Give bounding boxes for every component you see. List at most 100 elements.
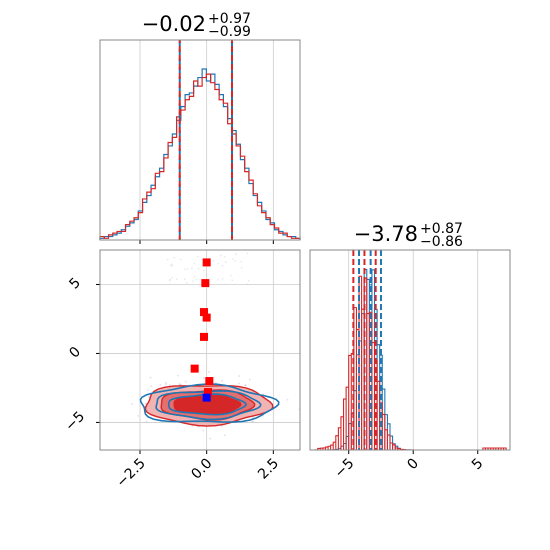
- scatter-dot: [191, 267, 193, 270]
- scatter-dot: [209, 437, 211, 440]
- contour-bottom-left: −2.5 0.0 2.5 −5 0 5: [62, 250, 300, 491]
- title-top-left-median: −0.02: [142, 12, 206, 36]
- scatter-dot: [149, 376, 152, 379]
- scatter-dot: [193, 262, 196, 265]
- scatter-dot: [244, 384, 247, 387]
- scatter-dot: [147, 395, 150, 398]
- scatter-dot: [203, 269, 205, 272]
- scatter-dot: [179, 258, 182, 261]
- blue-contour-middle: [155, 390, 262, 421]
- scatter-dot: [244, 384, 247, 386]
- scatter-dot: [195, 278, 198, 281]
- tick-label-y-2: 5: [66, 275, 84, 293]
- scatter-dot: [252, 420, 255, 423]
- scatter-dot: [165, 383, 168, 386]
- scatter-dot: [176, 374, 179, 377]
- scatter-dot: [186, 268, 189, 270]
- scatter-dot: [175, 278, 178, 280]
- scatter-dot: [221, 278, 224, 280]
- scatter-dot: [217, 262, 220, 265]
- scatter-dot: [178, 383, 180, 386]
- hist-series-red: [310, 275, 510, 451]
- tick-label-y-0: −5: [62, 409, 88, 435]
- scatter-dot: [137, 415, 140, 417]
- hist-top-left: −0.02 +0.97−0.99: [99, 11, 301, 244]
- blue-contour-inner: [168, 393, 247, 416]
- tick-label-x-0: −5: [332, 456, 358, 482]
- tick-label-x-1: 0: [404, 456, 422, 474]
- scatter-dot: [247, 280, 250, 282]
- scatter-dot: [238, 382, 240, 385]
- scatter-dot: [248, 378, 251, 381]
- red-marker-6: [205, 377, 214, 386]
- tick-label-x-0: −2.5: [113, 456, 148, 491]
- contour-inner: [83, 250, 300, 450]
- blue-contour-outer: [139, 383, 280, 423]
- scatter-dot: [251, 420, 254, 423]
- scatter-dot: [169, 278, 171, 281]
- scatter-dot: [150, 385, 153, 388]
- scatter-dot: [168, 384, 171, 387]
- scatter-dot: [191, 425, 194, 427]
- scatter-dot: [224, 256, 226, 258]
- scatter-dot: [234, 259, 237, 262]
- contour-bottom-left-frame: [99, 249, 301, 451]
- scatter-dot: [146, 389, 149, 392]
- red-marker-7: [204, 388, 212, 397]
- tick-label-x-2: 2.5: [255, 456, 282, 483]
- hist-series-0: [99, 68, 301, 240]
- hist-bottom-right: −5 0 5 −3.78 +0.87−0.86: [310, 221, 510, 481]
- hist-top-left-frame: [99, 39, 301, 241]
- scatter-dot: [192, 280, 194, 282]
- title-top-left-minus: −0.99: [208, 24, 251, 40]
- scatter-dot: [179, 383, 182, 386]
- scatter-dot: [88, 400, 90, 402]
- red-marker-2: [202, 313, 211, 322]
- scatter-dot: [286, 398, 289, 401]
- scatter-dot: [221, 264, 224, 267]
- scatter-dot: [240, 260, 243, 263]
- red-marker-0: [202, 258, 211, 267]
- scatter-dot: [202, 377, 205, 379]
- scatter-dot: [159, 383, 162, 386]
- scatter-dot: [168, 279, 171, 282]
- red-marker-1: [201, 279, 210, 288]
- scatter-dot: [183, 278, 186, 281]
- scatter-dot: [214, 381, 217, 384]
- scatter-dot: [208, 371, 210, 374]
- scatter-dot: [184, 380, 187, 383]
- scatter-dot: [238, 375, 241, 377]
- scatter-dot: [185, 281, 188, 284]
- scatter-dot: [197, 267, 200, 270]
- title-bottom-right-median: −3.78: [354, 222, 418, 246]
- scatter-dot: [217, 279, 219, 281]
- scatter-dot: [171, 263, 173, 266]
- scatter-dot: [232, 258, 234, 260]
- tick-label-x-2: 5: [469, 456, 487, 474]
- scatter-dot: [219, 254, 222, 257]
- scatter-dot: [179, 383, 182, 386]
- scatter-dot: [173, 256, 175, 259]
- scatter-dot: [223, 434, 226, 437]
- scatter-dot: [231, 279, 234, 282]
- scatter-dot: [166, 258, 169, 261]
- scatter-dot: [246, 252, 249, 255]
- scatter-dot: [246, 283, 249, 286]
- red-marker-3: [200, 308, 208, 317]
- scatter-dot: [220, 379, 223, 382]
- red-marker-5: [190, 364, 199, 373]
- scatter-dot: [184, 268, 186, 270]
- scatter-dot: [169, 264, 172, 267]
- scatter-dot: [171, 264, 173, 267]
- title-bottom-right-minus: −0.86: [420, 234, 463, 250]
- scatter-dot: [83, 388, 85, 390]
- tick-label-y-1: 0: [66, 344, 84, 362]
- scatter-dot: [240, 266, 243, 269]
- blue-marker: [202, 393, 211, 402]
- scatter-dot: [197, 255, 199, 258]
- tick-label-x-1: 0.0: [188, 456, 215, 483]
- hist-series-blue: [310, 268, 510, 451]
- scatter-dot: [225, 261, 227, 263]
- scatter-dot: [144, 402, 147, 405]
